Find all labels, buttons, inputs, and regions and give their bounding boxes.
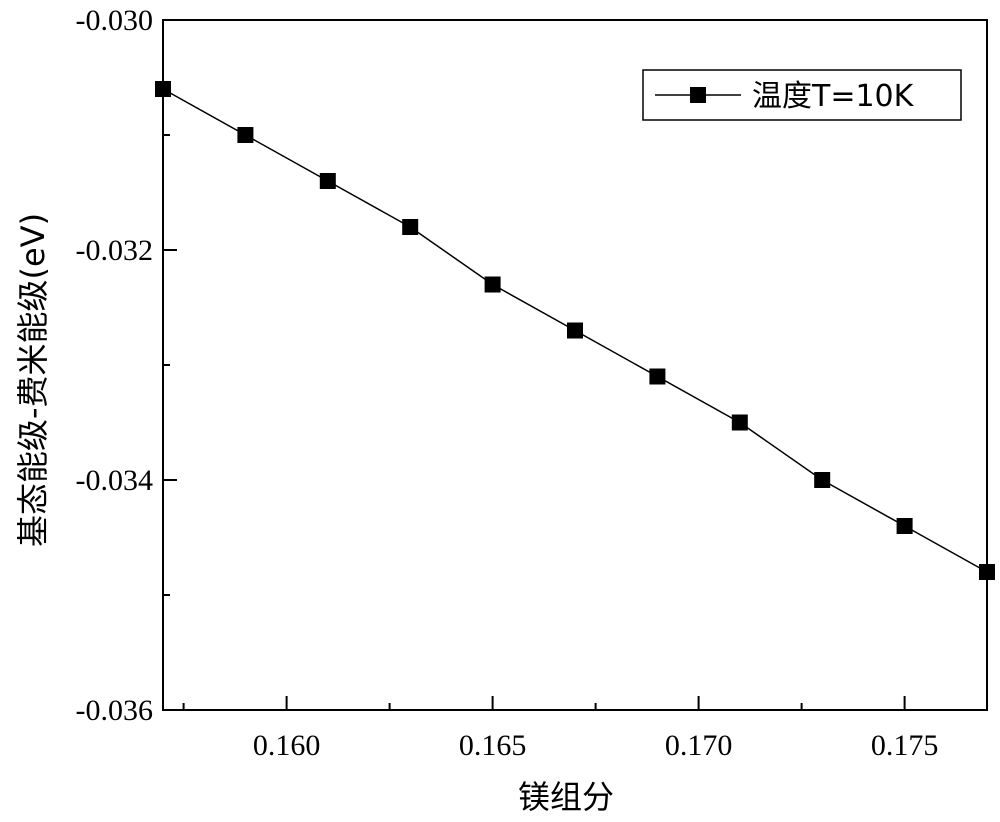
series-markers	[155, 81, 995, 580]
data-point-marker	[814, 472, 831, 488]
x-axis-title: 镁组分	[518, 778, 614, 816]
x-tick-label: 0.160	[253, 729, 321, 762]
data-point-marker	[484, 276, 501, 293]
y-tick-label: -0.034	[76, 464, 154, 497]
axis-ticks	[163, 19, 906, 711]
data-point-marker	[649, 368, 666, 385]
y-tick-label: -0.030	[76, 4, 154, 37]
y-tick-label: -0.036	[76, 694, 154, 727]
data-point-marker	[155, 81, 171, 97]
x-tick-label: 0.175	[871, 729, 939, 762]
data-point-marker	[896, 518, 913, 534]
legend-marker-sample	[690, 87, 706, 103]
legend-label: 温度T=10K	[752, 79, 915, 114]
legend: 温度T=10K	[642, 69, 962, 121]
axis-tick-labels: 0.160 0.165 0.170 0.175 -0.030 -0.032 -0.034 -0…	[76, 4, 939, 762]
x-tick-label: 0.165	[459, 729, 527, 762]
data-point-marker	[402, 219, 419, 235]
y-tick-label: -0.032	[76, 234, 154, 267]
data-point-marker	[319, 173, 336, 189]
data-point-marker	[979, 564, 995, 580]
data-point-marker	[567, 322, 583, 339]
data-point-marker	[237, 127, 254, 143]
x-tick-label: 0.170	[665, 729, 733, 762]
y-axis-title: 基态能级-费米能级(eV)	[14, 213, 52, 547]
data-point-marker	[731, 414, 748, 431]
plot-frame	[162, 19, 988, 711]
